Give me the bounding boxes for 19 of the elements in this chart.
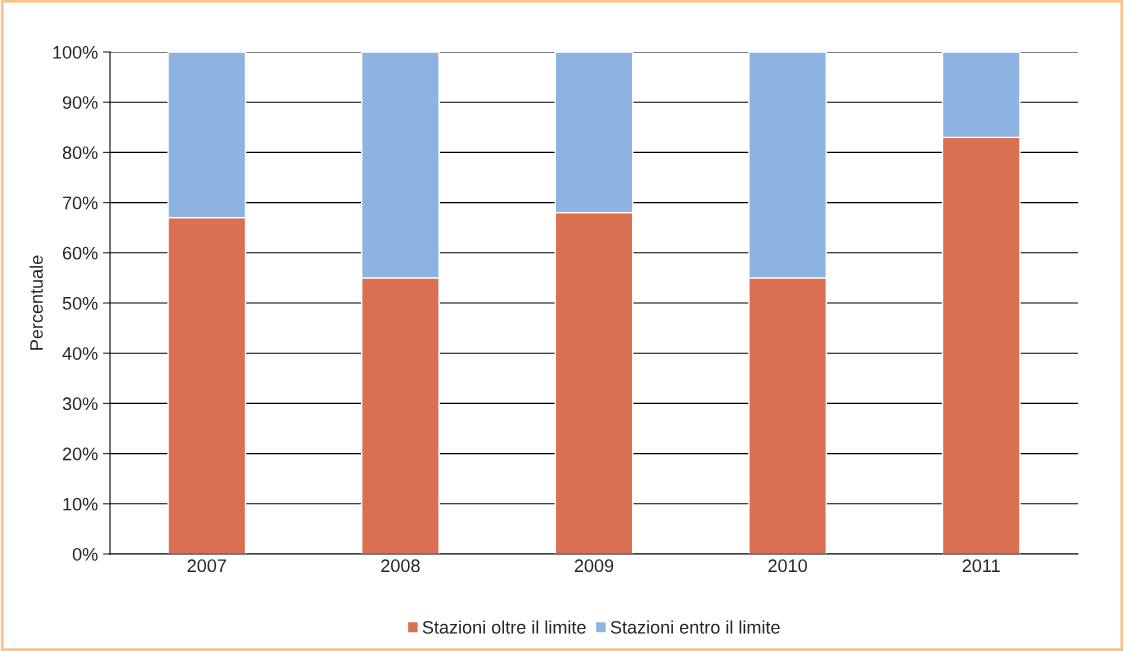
y-tick-label: 50% — [62, 296, 98, 310]
x-tick-label: 2010 — [768, 559, 807, 573]
legend-label: Stazioni oltre il limite — [422, 620, 586, 634]
y-tick-label: 60% — [62, 246, 98, 260]
y-tick-label: 30% — [62, 397, 98, 411]
y-tick-label: 40% — [62, 347, 98, 360]
x-tick-label: 2011 — [962, 559, 1000, 573]
y-tick-label: 20% — [62, 447, 98, 461]
y-tick-label: 100% — [53, 45, 98, 59]
x-tick-label: 2008 — [381, 559, 420, 573]
y-tick-label: 90% — [62, 96, 98, 109]
legend-label: Stazioni entro il limite — [610, 620, 780, 634]
y-tick-label: 70% — [62, 196, 98, 210]
y-tick-label: 10% — [63, 497, 98, 511]
y-tick-label: 80% — [62, 146, 98, 160]
y-axis-title: Percentuale — [29, 255, 43, 350]
y-tick-label: 0% — [72, 547, 98, 561]
x-tick-label: 2009 — [574, 559, 614, 573]
x-tick-label: 2007 — [187, 559, 226, 573]
